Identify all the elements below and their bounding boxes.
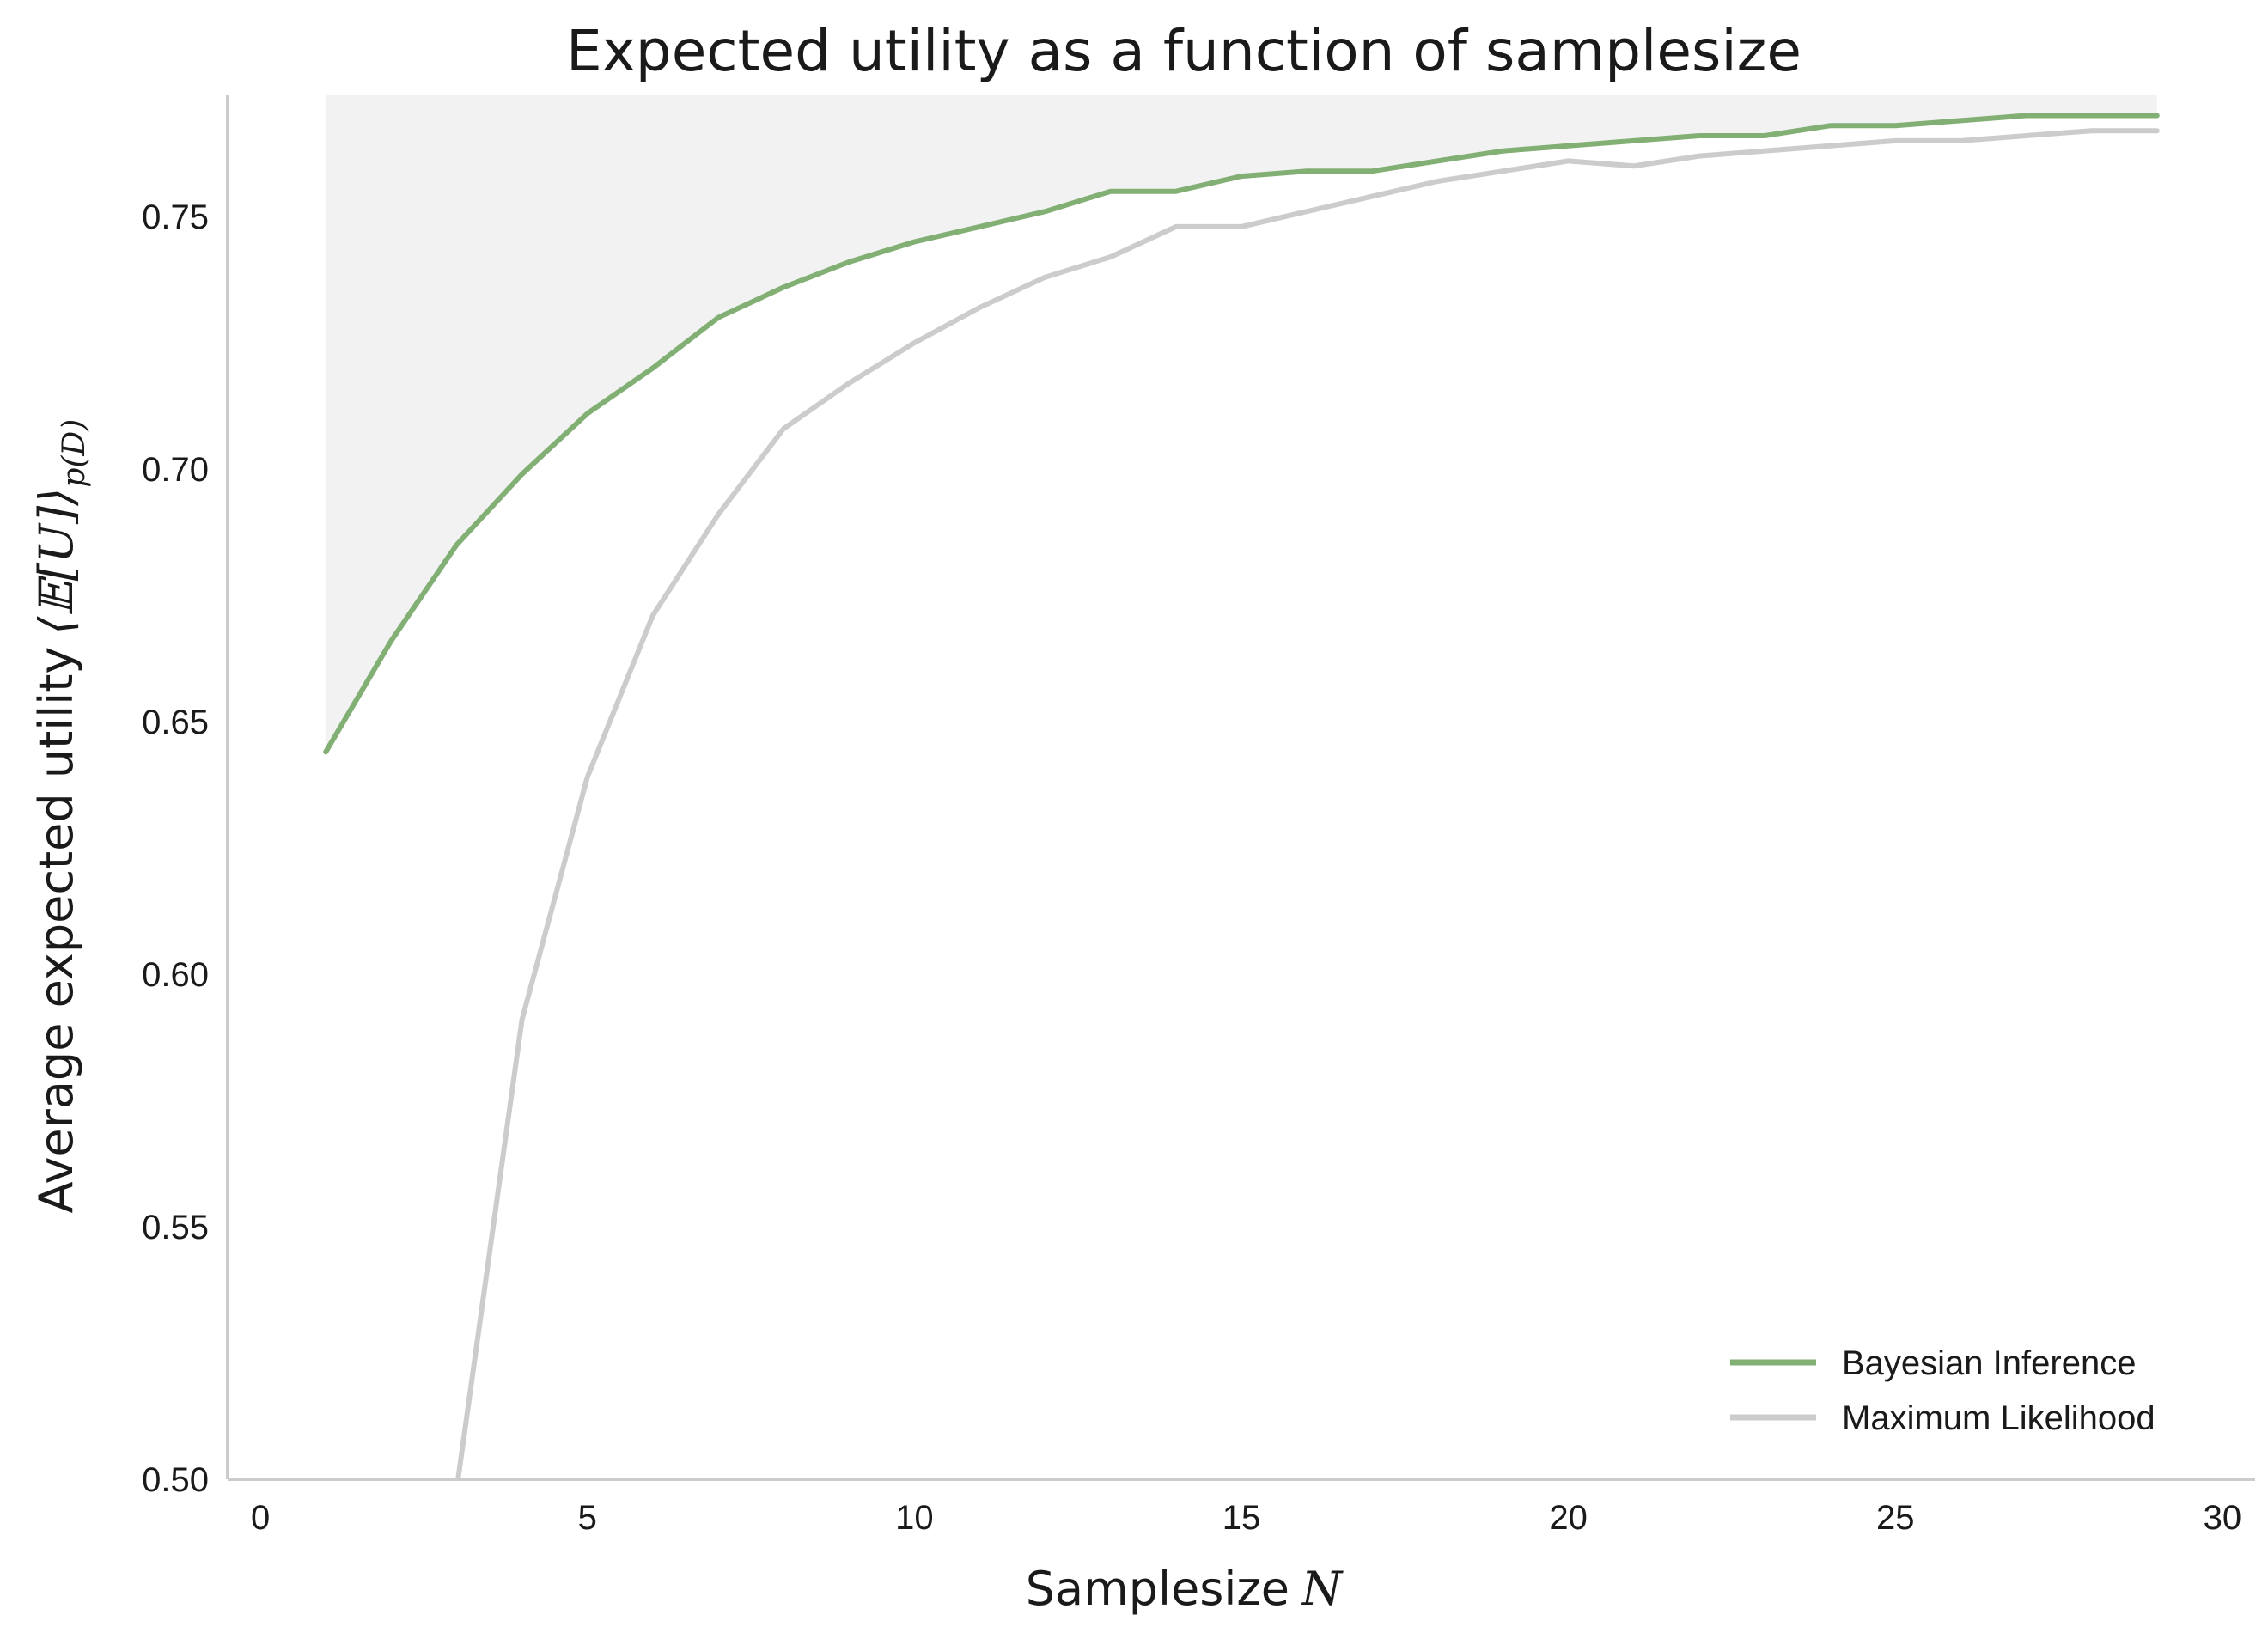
y-tick-label: 0.75 — [142, 198, 209, 236]
x-axis-label-text: Samplesize — [1026, 1562, 1289, 1616]
y-tick-label: 0.55 — [142, 1209, 209, 1246]
x-tick-label: 15 — [1222, 1499, 1261, 1537]
x-axis-label-variable: N — [1300, 1562, 1344, 1616]
fill-region — [326, 95, 2157, 753]
x-tick-labels: 0 5 10 15 20 25 30 — [251, 1499, 2241, 1537]
series-layer — [323, 113, 2160, 1479]
y-tick-label: 0.60 — [142, 956, 209, 994]
x-tick-label: 10 — [895, 1499, 934, 1537]
x-tick-label: 0 — [251, 1499, 270, 1537]
x-tick-label: 5 — [578, 1499, 597, 1537]
legend-label-bayesian-inference: Bayesian Inference — [1842, 1344, 2136, 1382]
y-tick-labels: 0.50 0.55 0.60 0.65 0.70 0.75 — [142, 198, 209, 1499]
chart-title: Expected utility as a function of sample… — [566, 18, 1802, 84]
y-tick-label: 0.50 — [142, 1461, 209, 1499]
area-fill-layer — [326, 95, 2157, 753]
y-axis-label-math: ⟨𝔼[U]⟩ — [29, 488, 83, 635]
y-tick-label: 0.65 — [142, 704, 209, 741]
x-axis-label: Samplesize N — [1026, 1562, 1344, 1616]
legend: Bayesian Inference Maximum Likelihood — [1730, 1344, 2155, 1437]
y-axis-label: Average expected utility ⟨𝔼[U]⟩p(D) — [29, 419, 92, 1214]
series-line-maximum-likelihood — [455, 128, 2160, 1479]
y-axis-label-text: Average expected utility — [29, 647, 83, 1214]
x-tick-label: 30 — [2204, 1499, 2242, 1537]
y-tick-label: 0.70 — [142, 451, 209, 489]
y-axis-label-subscript: p(D) — [57, 419, 92, 488]
x-tick-label: 25 — [1876, 1499, 1915, 1537]
series-line-bayesian-inference — [323, 113, 2160, 755]
x-tick-label: 20 — [1549, 1499, 1588, 1537]
legend-label-maximum-likelihood: Maximum Likelihood — [1842, 1399, 2155, 1437]
